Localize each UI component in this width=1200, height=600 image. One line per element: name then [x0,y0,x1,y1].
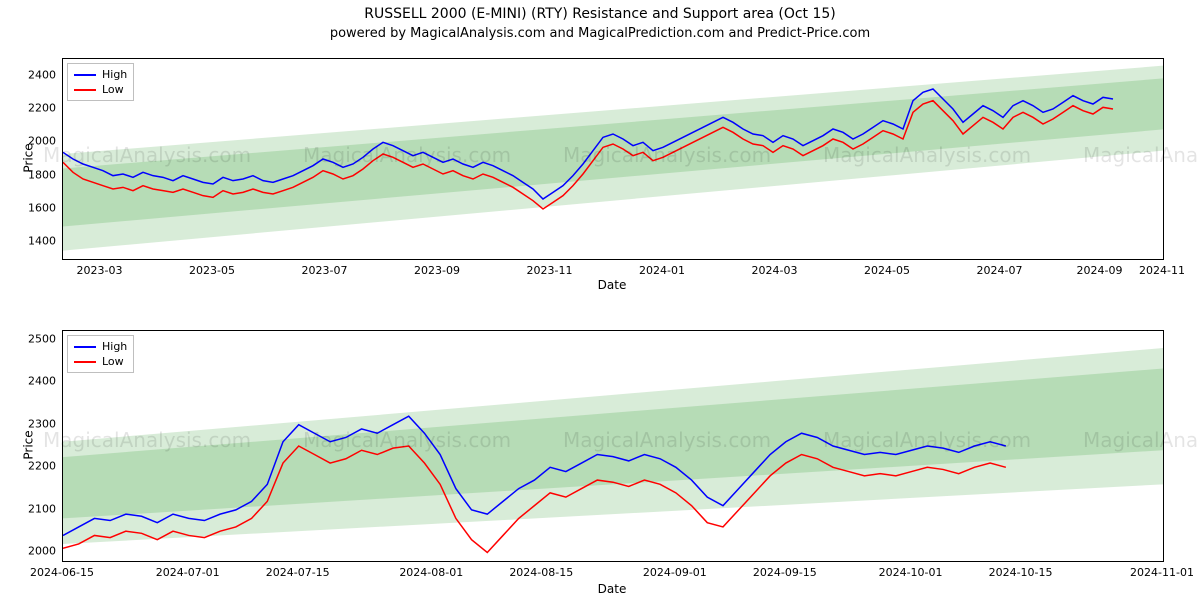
xtick-label: 2024-09 [1077,264,1123,277]
legend-item-low: Low [102,355,124,368]
xtick-label: 2023-07 [302,264,348,277]
xtick-label: 2023-11 [527,264,573,277]
ytick-label: 1400 [28,235,56,248]
xtick-label: 2024-07 [977,264,1023,277]
xlabel-top: Date [598,278,627,292]
chart-subtitle: powered by MagicalAnalysis.com and Magic… [0,22,1200,45]
top-panel: High Low MagicalAnalysis.comMagicalAnaly… [62,58,1162,258]
xtick-label: 2024-06-15 [30,566,94,579]
xtick-label: 2024-10-01 [879,566,943,579]
xtick-label: 2024-09-15 [753,566,817,579]
legend-top: High Low [67,63,134,101]
xtick-label: 2023-09 [414,264,460,277]
xtick-label: 2024-01 [639,264,685,277]
ytick-label: 2200 [28,460,56,473]
xtick-label: 2023-05 [189,264,235,277]
ytick-label: 2400 [28,375,56,388]
chart-title: RUSSELL 2000 (E-MINI) (RTY) Resistance a… [0,0,1200,22]
ytick-label: 1600 [28,202,56,215]
xtick-label: 2024-08-01 [399,566,463,579]
xtick-label: 2024-05 [864,264,910,277]
xtick-label: 2024-08-15 [509,566,573,579]
bottom-plot-area: High Low MagicalAnalysis.comMagicalAnaly… [62,330,1164,562]
ytick-label: 2200 [28,102,56,115]
ytick-label: 2500 [28,332,56,345]
ytick-label: 2100 [28,502,56,515]
xtick-label: 2024-10-15 [989,566,1053,579]
xtick-label: 2023-03 [77,264,123,277]
xtick-label: 2024-07-01 [156,566,220,579]
ytick-label: 2000 [28,135,56,148]
ytick-label: 2400 [28,68,56,81]
xlabel-bot: Date [598,582,627,596]
xtick-label: 2024-11-01 [1130,566,1194,579]
ylabel-bot: Price [22,430,36,459]
legend-bottom: High Low [67,335,134,373]
ytick-label: 2000 [28,545,56,558]
xtick-label: 2024-11 [1139,264,1185,277]
xtick-label: 2024-07-15 [266,566,330,579]
legend-item-low: Low [102,83,124,96]
bottom-panel: High Low MagicalAnalysis.comMagicalAnaly… [62,330,1162,560]
xtick-label: 2024-03 [752,264,798,277]
legend-item-high: High [102,340,127,353]
legend-item-high: High [102,68,127,81]
xtick-label: 2024-09-01 [643,566,707,579]
top-plot-area: High Low MagicalAnalysis.comMagicalAnaly… [62,58,1164,260]
ytick-label: 2300 [28,417,56,430]
ytick-label: 1800 [28,168,56,181]
